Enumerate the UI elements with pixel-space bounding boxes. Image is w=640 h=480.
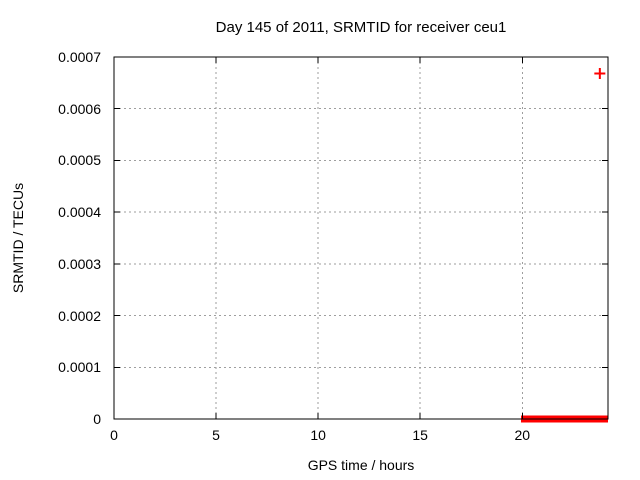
y-tick-label: 0.0001 (58, 359, 101, 376)
y-tick-label: 0.0005 (58, 152, 101, 169)
x-tick-label: 0 (110, 427, 118, 443)
y-tick-label: 0.0003 (58, 255, 101, 272)
x-axis-title: GPS time / hours (307, 457, 415, 473)
x-tick-label: 15 (412, 427, 428, 443)
y-tick-label: 0.0007 (58, 49, 101, 65)
y-tick-label: 0.0004 (58, 204, 101, 221)
srmtid-outlier-plus-marker (594, 68, 606, 80)
y-tick-label: 0.0006 (58, 100, 101, 117)
y-tick-label: 0.0002 (58, 307, 101, 324)
x-tick-label: 5 (212, 427, 220, 443)
x-tick-label: 20 (514, 427, 531, 443)
y-tick-label: 0 (93, 411, 101, 427)
x-tick-label: 10 (310, 427, 326, 443)
plot-border (113, 56, 609, 420)
chart-title: Day 145 of 2011, SRMTID for receiver ceu… (215, 19, 507, 36)
